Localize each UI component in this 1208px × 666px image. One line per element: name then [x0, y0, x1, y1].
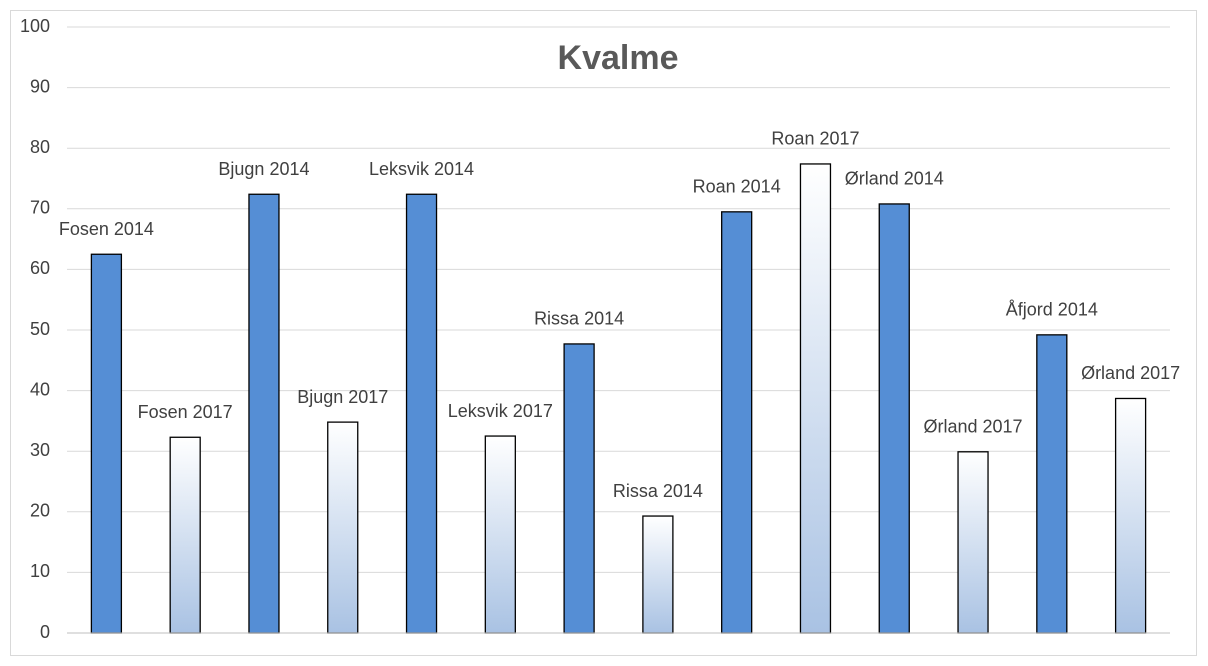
bar — [563, 343, 595, 634]
bar — [799, 163, 832, 634]
data-label: Leksvik 2017 — [448, 401, 553, 421]
y-tick-label: 70 — [30, 198, 50, 218]
y-tick-label: 100 — [20, 16, 50, 36]
bar — [1036, 334, 1068, 634]
y-tick-label: 40 — [30, 379, 50, 399]
y-tick-label: 20 — [30, 501, 50, 521]
bar — [721, 211, 753, 634]
data-label: Rissa 2014 — [613, 481, 703, 501]
data-label: Åfjord 2014 — [1006, 300, 1098, 320]
data-label: Bjugn 2017 — [297, 387, 388, 407]
bar — [878, 203, 910, 634]
bar — [248, 193, 280, 634]
chart-border — [10, 10, 1197, 656]
data-label: Roan 2017 — [771, 129, 859, 149]
bar — [642, 515, 674, 634]
data-label: Rissa 2014 — [534, 309, 624, 329]
y-tick-label: 0 — [40, 622, 50, 642]
y-tick-label: 10 — [30, 561, 50, 581]
data-label: Fosen 2014 — [59, 219, 154, 239]
data-label: Ørland 2017 — [1081, 363, 1180, 383]
bar — [1114, 397, 1147, 634]
y-tick-label: 50 — [30, 319, 50, 339]
y-tick-label: 80 — [30, 137, 50, 157]
data-label: Ørland 2014 — [845, 169, 944, 189]
data-label: Bjugn 2014 — [218, 159, 309, 179]
bar — [90, 253, 123, 634]
bar — [169, 436, 201, 634]
data-label: Ørland 2017 — [923, 417, 1022, 437]
chart-title: Kvalme — [558, 39, 679, 77]
y-tick-label: 90 — [30, 76, 50, 96]
data-label: Leksvik 2014 — [369, 159, 474, 179]
bar — [405, 193, 438, 634]
bar — [484, 435, 516, 634]
bar — [327, 421, 359, 634]
data-label: Fosen 2017 — [138, 402, 233, 422]
y-tick-label: 30 — [30, 440, 50, 460]
y-tick-label: 60 — [30, 258, 50, 278]
data-label: Roan 2014 — [693, 177, 781, 197]
bar — [957, 451, 989, 634]
